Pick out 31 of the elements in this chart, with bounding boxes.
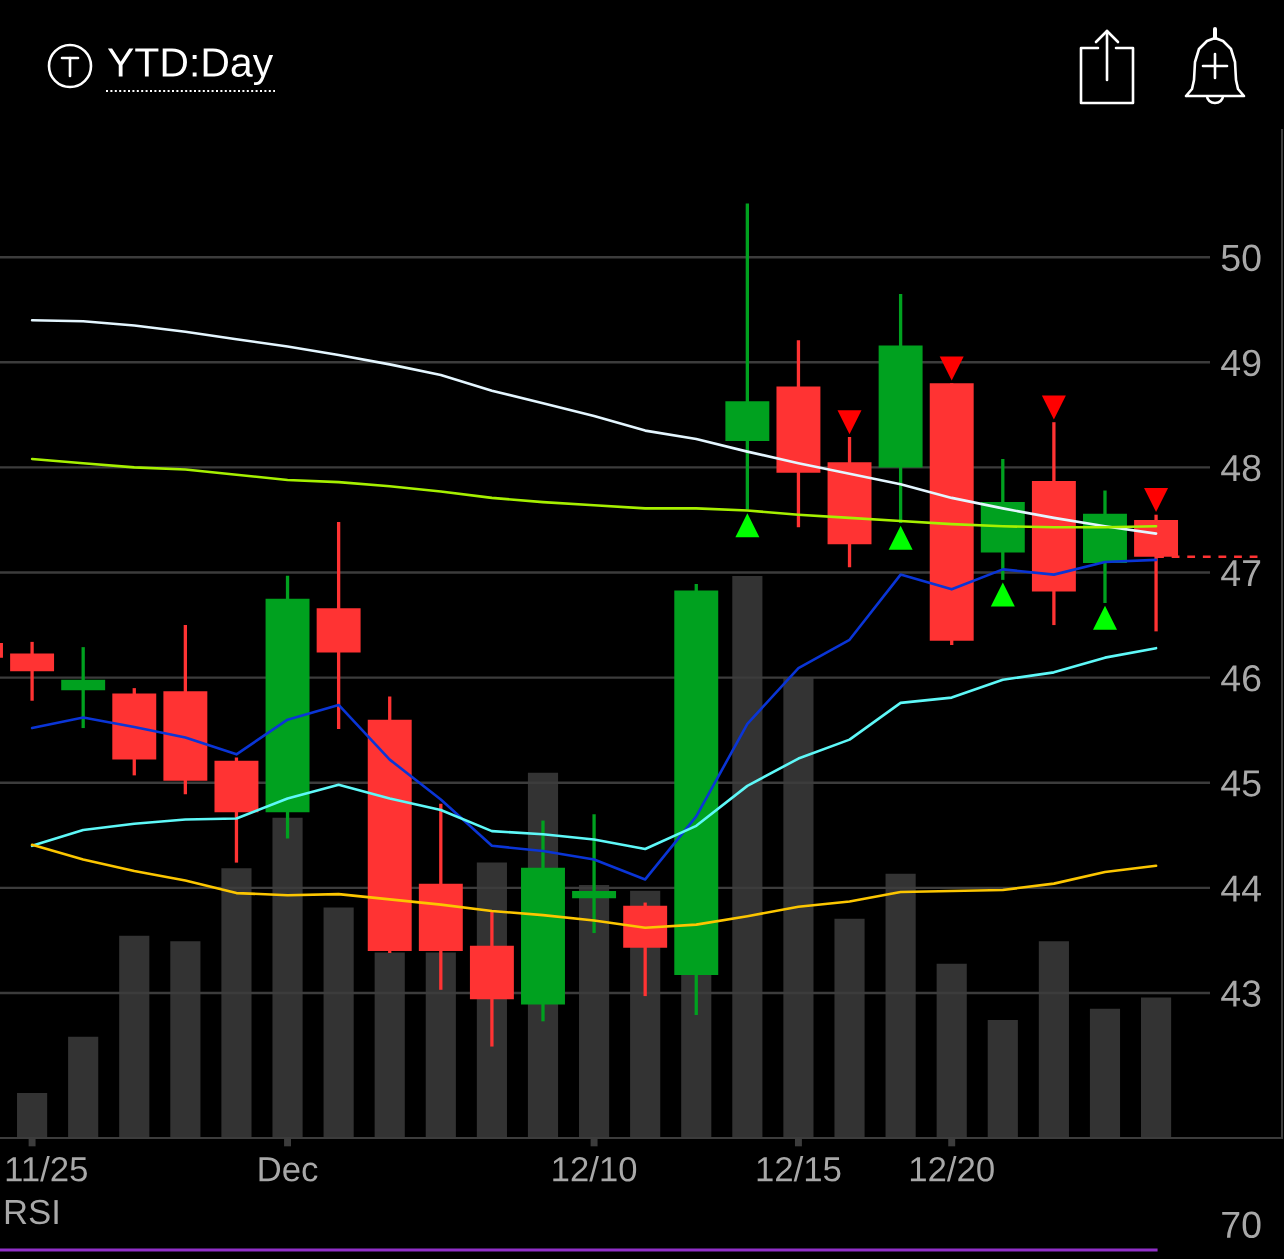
line-series	[30, 843, 1158, 930]
y-tick-label: 44	[1221, 875, 1261, 902]
y-tick-label: 46	[1221, 665, 1261, 692]
candlestick	[725, 203, 770, 510]
line-series	[30, 318, 1158, 535]
x-tick-label: 12/20	[910, 1156, 994, 1182]
point	[837, 410, 862, 435]
y-tick-label: 49	[1221, 349, 1261, 377]
y-tick-label: 43	[1221, 980, 1261, 1007]
y-tick-label: 50	[1221, 244, 1261, 272]
y-tick-label: 47	[1221, 560, 1261, 587]
point	[1041, 395, 1066, 420]
chart-title: YTD:Day	[107, 48, 274, 86]
x-tick-label: Dec	[259, 1157, 318, 1182]
x-tick-label: 11/25	[6, 1156, 87, 1182]
point	[990, 582, 1015, 607]
candlestick	[61, 647, 106, 730]
text: 70	[1222, 1211, 1261, 1239]
line-series	[30, 558, 1158, 881]
line-series	[30, 457, 1158, 529]
point	[939, 356, 964, 381]
line-series	[30, 646, 1158, 851]
x-tick-label: 12/10	[553, 1156, 637, 1182]
x-tick-label: 12/15	[757, 1156, 841, 1182]
point	[1092, 605, 1117, 630]
y-tick-label: 45	[1221, 770, 1261, 797]
point	[1144, 487, 1169, 512]
y-tick-label: 48	[1221, 454, 1261, 482]
point	[888, 525, 913, 550]
point	[735, 513, 760, 538]
text: RSI	[5, 1199, 58, 1225]
